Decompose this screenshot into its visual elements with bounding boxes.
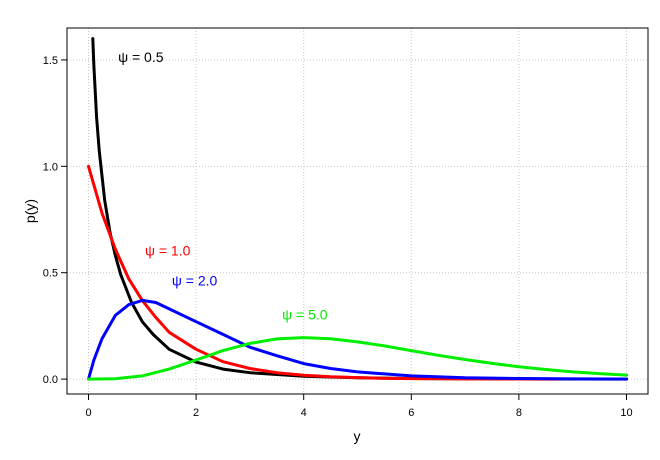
x-tick-label: 4 [301, 407, 307, 419]
y-axis-title: p(y) [22, 199, 38, 223]
x-tick-label: 8 [516, 407, 522, 419]
y-tick-label: 0.0 [43, 374, 58, 386]
y-tick-label: 1.5 [43, 55, 58, 67]
series-line-3 [87, 298, 628, 381]
x-axis-title: y [354, 428, 361, 444]
x-tick-label: 2 [193, 407, 199, 419]
y-tick-label: 0.5 [43, 268, 58, 280]
grid [67, 28, 648, 394]
x-tick-label: 6 [408, 407, 414, 419]
series-label-1: ψ = 0.5 [118, 49, 164, 65]
x-tick-label: 0 [85, 407, 91, 419]
y-tick-label: 1.0 [43, 161, 58, 173]
plot-frame [66, 27, 649, 395]
series-label-3: ψ = 2.0 [172, 272, 218, 288]
series-line-1 [91, 37, 628, 381]
x-tick-label: 10 [620, 407, 632, 419]
series-label-4: ψ = 5.0 [282, 307, 328, 323]
series-label-2: ψ = 1.0 [145, 243, 191, 259]
axes: 0 2 4 6 8 10 0.0 0.5 1.0 1.5 [43, 55, 633, 419]
series-lines [87, 37, 628, 381]
series-line-4 [87, 336, 628, 381]
series-labels: ψ = 0.5 ψ = 1.0 ψ = 2.0 ψ = 5.0 [118, 49, 328, 322]
